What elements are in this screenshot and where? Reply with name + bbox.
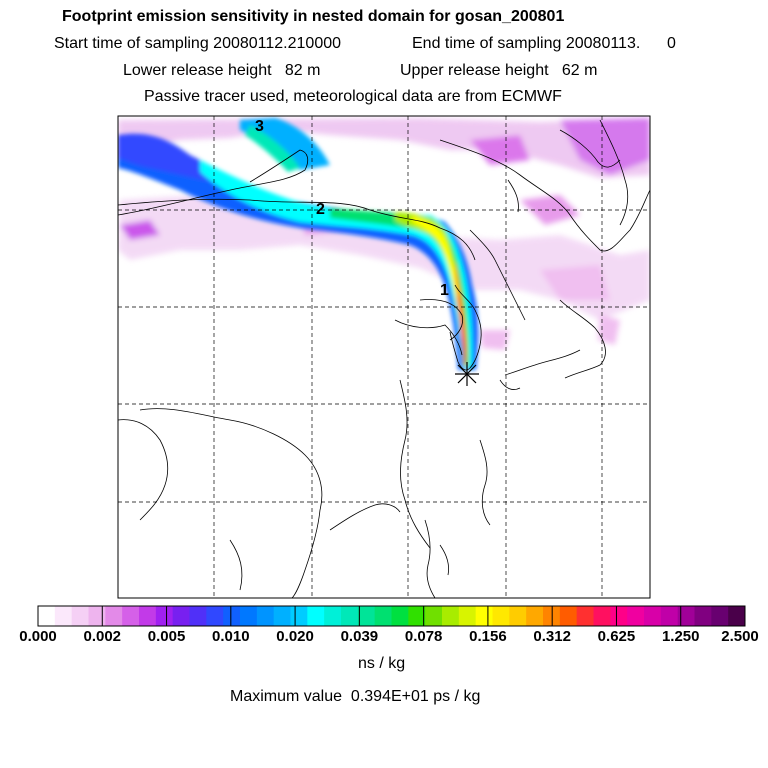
colorbar-cell	[155, 606, 174, 626]
colorbar-tick-label: 0.625	[597, 628, 636, 645]
colorbar-cell	[711, 606, 729, 626]
colorbar-cell	[425, 606, 443, 626]
tracer-note: Passive tracer used, meteorological data…	[144, 88, 562, 105]
maximum-value-label: Maximum value 0.394E+01 ps / kg	[230, 688, 481, 705]
colorbar-tick-label: 2.500	[721, 628, 759, 645]
colorbar-cell	[559, 606, 578, 626]
colorbar-tick-label: 0.010	[212, 628, 250, 645]
colorbar-tick-label: 1.250	[661, 628, 700, 645]
colorbar-cell	[290, 606, 308, 626]
colorbar-cell	[341, 606, 359, 626]
colorbar-cell	[256, 606, 275, 626]
footprint-map: 3 2 1	[117, 115, 651, 599]
upper-release-label: Upper release height 62 m	[400, 62, 598, 79]
colorbar-cell	[324, 606, 342, 626]
colorbar-cell	[307, 606, 325, 626]
colorbar-cell	[660, 606, 679, 626]
sensitivity-field	[118, 118, 650, 370]
colorbar-tick-label: 0.312	[533, 628, 571, 645]
colorbar-cell	[240, 606, 258, 626]
coastlines	[118, 119, 650, 598]
map-frame	[117, 115, 651, 599]
colorbar-cell	[677, 606, 695, 626]
colorbar-cell	[593, 606, 611, 626]
colorbar-cell	[88, 606, 106, 626]
colorbar-cell	[189, 606, 207, 626]
colorbar-cell	[694, 606, 712, 626]
receptor-marker-icon	[455, 362, 479, 386]
colorbar-cell	[223, 606, 241, 626]
colorbar-cell	[54, 606, 73, 626]
colorbar-cell	[509, 606, 527, 626]
colorbar-cell	[172, 606, 190, 626]
graticule	[118, 116, 650, 598]
colorbar-cell	[38, 606, 56, 626]
trajectory-label-2: 2	[316, 201, 325, 218]
colorbar-cell	[139, 606, 157, 626]
colorbar-tick-label: 0.000	[19, 628, 57, 645]
colorbar-cell	[475, 606, 493, 626]
colorbar-cell	[526, 606, 544, 626]
colorbar-cell	[357, 606, 376, 626]
colorbar-cell	[492, 606, 510, 626]
colorbar-tick-label: 0.020	[276, 628, 314, 645]
trajectory-label-1: 1	[440, 282, 449, 299]
start-time-label: Start time of sampling 20080112.210000	[54, 35, 342, 52]
colorbar	[37, 605, 746, 627]
trajectory-label-3: 3	[255, 118, 264, 135]
colorbar-tick-label: 0.078	[404, 628, 443, 645]
colorbar-cell	[408, 606, 426, 626]
lower-release-label: Lower release height 82 m	[123, 62, 321, 79]
colorbar-cell	[543, 606, 561, 626]
colorbar-cell	[105, 606, 123, 626]
colorbar-cell	[122, 606, 140, 626]
colorbar-cell	[273, 606, 291, 626]
colorbar-cell	[576, 606, 594, 626]
colorbar-cell	[206, 606, 224, 626]
colorbar-cell	[610, 606, 628, 626]
colorbar-unit-label: ns / kg	[358, 655, 406, 672]
colorbar-cell	[458, 606, 477, 626]
end-time-label: End time of sampling 20080113. 0	[412, 35, 676, 52]
colorbar-cell	[391, 606, 409, 626]
colorbar-cell	[374, 606, 392, 626]
colorbar-frame	[37, 605, 746, 627]
chart-title: Footprint emission sensitivity in nested…	[62, 8, 565, 25]
colorbar-cell	[644, 606, 662, 626]
colorbar-tick-label: 0.039	[340, 628, 379, 645]
colorbar-cell	[442, 606, 460, 626]
colorbar-tick-label: 0.002	[83, 628, 122, 645]
colorbar-cell	[71, 606, 89, 626]
colorbar-cell	[728, 606, 746, 626]
colorbar-cell	[627, 606, 645, 626]
colorbar-tick-label: 0.156	[469, 628, 507, 645]
colorbar-tick-label: 0.005	[147, 628, 186, 645]
